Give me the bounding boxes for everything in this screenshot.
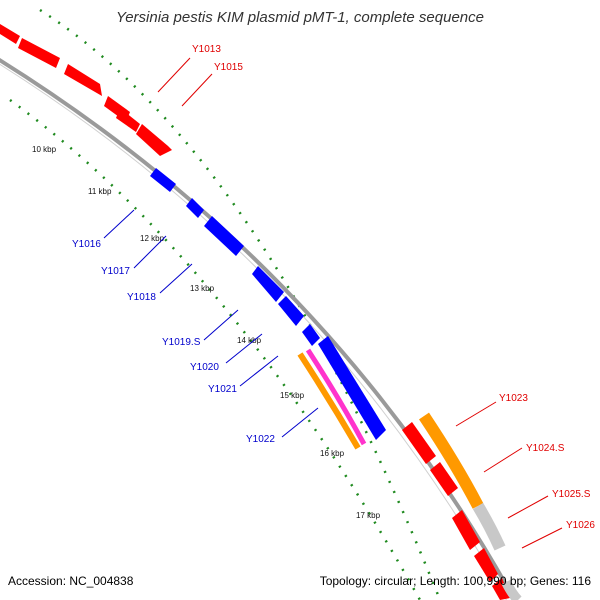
leader-y1017 <box>133 235 167 269</box>
gene-label-y1013: Y1013 <box>192 44 221 55</box>
gene-arrow <box>452 510 480 550</box>
grey-feature-right <box>472 502 506 551</box>
gene-label-y1019s: Y1019.S <box>162 337 201 348</box>
kbp-label-12: 12 kbp <box>140 234 165 243</box>
gene-arrow <box>402 422 436 464</box>
leader-y1016 <box>103 209 135 239</box>
leader-y1022 <box>281 407 319 438</box>
gene-arrow <box>64 64 102 96</box>
leader-y1020 <box>225 333 263 364</box>
gene-label-y1018: Y1018 <box>127 292 156 303</box>
leader-y1018 <box>159 263 193 294</box>
orange-feature-left <box>297 352 361 450</box>
gene-label-y1023: Y1023 <box>499 393 528 404</box>
kbp-label-11: 11 kbp <box>88 187 112 196</box>
gene-arrow <box>136 124 172 156</box>
gene-label-y1026: Y1026 <box>566 520 595 531</box>
gene-y1020-arrow <box>278 296 304 326</box>
forward-gene-track-bottom <box>402 422 510 600</box>
gene-label-y1015: Y1015 <box>214 62 243 73</box>
gene-arrow <box>474 548 498 582</box>
inner-tick-ring <box>9 98 422 600</box>
gene-label-leaders <box>103 57 563 549</box>
gene-y1019s-arrow <box>252 266 284 302</box>
kbp-label-16: 16 kbp <box>320 449 345 458</box>
kbp-label-13: 13 kbp <box>190 284 215 293</box>
orange-feature-right <box>419 412 484 509</box>
leader-y1023 <box>455 401 497 427</box>
leader-y1021 <box>239 355 279 387</box>
map-title: Yersinia pestis KIM plasmid pMT-1, compl… <box>116 9 484 26</box>
gene-y1021-arrow <box>302 324 320 346</box>
gene-label-y1022: Y1022 <box>246 434 275 445</box>
plasmid-backbone <box>0 57 517 600</box>
kbp-label-14: 14 kbp <box>237 336 262 345</box>
gene-y1016-arrow <box>150 168 176 192</box>
kbp-label-15: 15 kbp <box>280 391 305 400</box>
gene-label-y1020: Y1020 <box>190 362 219 373</box>
gene-label-y1021: Y1021 <box>208 384 237 395</box>
accession-label: Accession: NC_004838 <box>8 574 134 588</box>
gene-y1015-arrow <box>116 108 140 132</box>
reverse-gene-track <box>150 168 386 440</box>
forward-gene-track-top <box>0 24 172 156</box>
kbp-label-10: 10 kbp <box>32 145 57 154</box>
gene-arrow <box>430 462 458 496</box>
gene-arrow <box>492 578 510 600</box>
plasmid-backbone-shadow <box>0 63 507 600</box>
gene-label-y1025s: Y1025.S <box>552 489 591 500</box>
gene-label-y1017: Y1017 <box>101 266 130 277</box>
pink-feature <box>305 348 367 446</box>
gene-label-y1024s: Y1024.S <box>526 443 565 454</box>
leader-y1015 <box>181 73 213 107</box>
leader-y1025s <box>507 495 549 519</box>
gene-label-y1016: Y1016 <box>72 239 101 250</box>
kbp-label-17: 17 kbp <box>356 511 381 520</box>
grey-feature-bottom <box>501 579 522 600</box>
leader-y1026 <box>521 527 563 549</box>
gene-y1022-arrow <box>318 336 386 440</box>
gene-y1013-arrow <box>0 24 20 44</box>
leader-y1024s <box>483 447 523 473</box>
topology-label: Topology: circular; Length: 100,990 bp; … <box>320 574 592 588</box>
gene-y1017-arrow <box>186 198 204 218</box>
leader-y1019s <box>203 309 239 341</box>
gene-arrow <box>18 38 60 68</box>
gene-y1018-arrow <box>204 216 244 256</box>
leader-y1013 <box>157 57 191 93</box>
outer-tick-ring <box>39 8 442 600</box>
